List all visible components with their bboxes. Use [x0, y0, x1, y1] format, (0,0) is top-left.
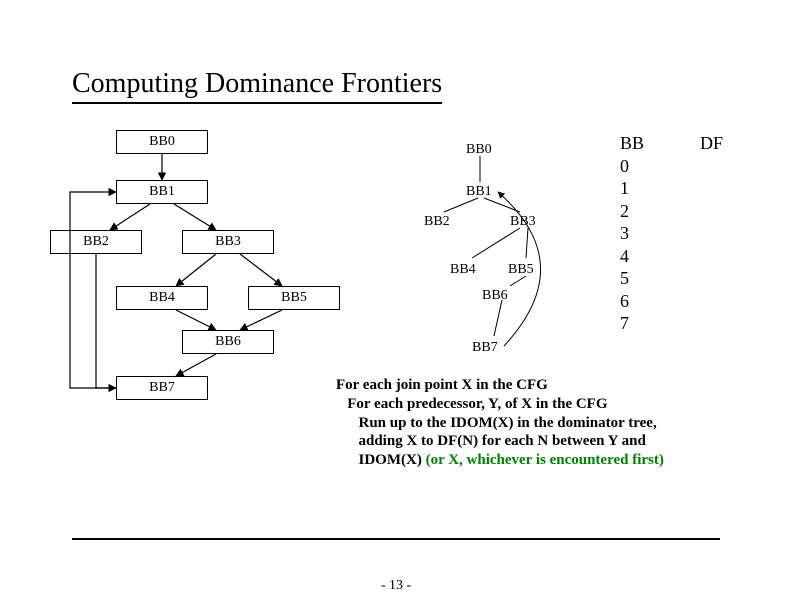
cfg-node-bb5: BB5 [248, 286, 340, 310]
df-row: 5 [620, 268, 629, 288]
cfg-label: BB7 [149, 380, 175, 396]
dom-label-bb1: BB1 [466, 184, 492, 200]
dom-label-bb4: BB4 [450, 262, 476, 278]
algo-line: For each predecessor, Y, of X in the CFG [336, 396, 608, 412]
df-row: 1 [620, 178, 629, 198]
dom-label-bb3: BB3 [510, 214, 536, 230]
cfg-node-bb7: BB7 [116, 376, 208, 400]
page-number: - 13 - [0, 578, 792, 594]
cfg-node-bb0: BB0 [116, 130, 208, 154]
df-row: 0 [620, 156, 629, 176]
df-row: 2 [620, 201, 629, 221]
cfg-label: BB4 [149, 290, 175, 306]
df-row: 7 [620, 313, 629, 333]
slide-title: Computing Dominance Frontiers [72, 68, 442, 104]
dom-label-bb2: BB2 [424, 214, 450, 230]
cfg-label: BB0 [149, 134, 175, 150]
cfg-label: BB5 [281, 290, 307, 306]
cfg-node-bb2: BB2 [50, 230, 142, 254]
df-row: 4 [620, 246, 629, 266]
cfg-node-bb4: BB4 [116, 286, 208, 310]
cfg-node-bb1: BB1 [116, 180, 208, 204]
df-row: 3 [620, 223, 629, 243]
df-table-col1: BB 0 1 2 3 4 5 6 7 [620, 132, 644, 335]
footer-rule [72, 538, 720, 540]
dom-label-bb7: BB7 [472, 340, 498, 356]
algorithm-text: For each join point X in the CFG For eac… [336, 376, 664, 470]
algo-line: adding X to DF(N) for each N between Y a… [336, 433, 646, 449]
dom-label-bb5: BB5 [508, 262, 534, 278]
cfg-label: BB6 [215, 334, 241, 350]
df-row: 6 [620, 291, 629, 311]
df-table-header1: BB [620, 133, 644, 153]
cfg-label: BB2 [83, 234, 109, 250]
algo-line: Run up to the IDOM(X) in the dominator t… [336, 415, 657, 431]
cfg-node-bb6: BB6 [182, 330, 274, 354]
cfg-label: BB3 [215, 234, 241, 250]
algo-line-addendum: (or X, whichever is encountered first) [426, 452, 664, 468]
cfg-node-bb3: BB3 [182, 230, 274, 254]
dom-label-bb0: BB0 [466, 142, 492, 158]
dom-label-bb6: BB6 [482, 288, 508, 304]
df-table-header2: DF [700, 132, 723, 155]
algo-line: IDOM(X) [336, 452, 426, 468]
cfg-label: BB1 [149, 184, 175, 200]
algo-line: For each join point X in the CFG [336, 377, 548, 393]
